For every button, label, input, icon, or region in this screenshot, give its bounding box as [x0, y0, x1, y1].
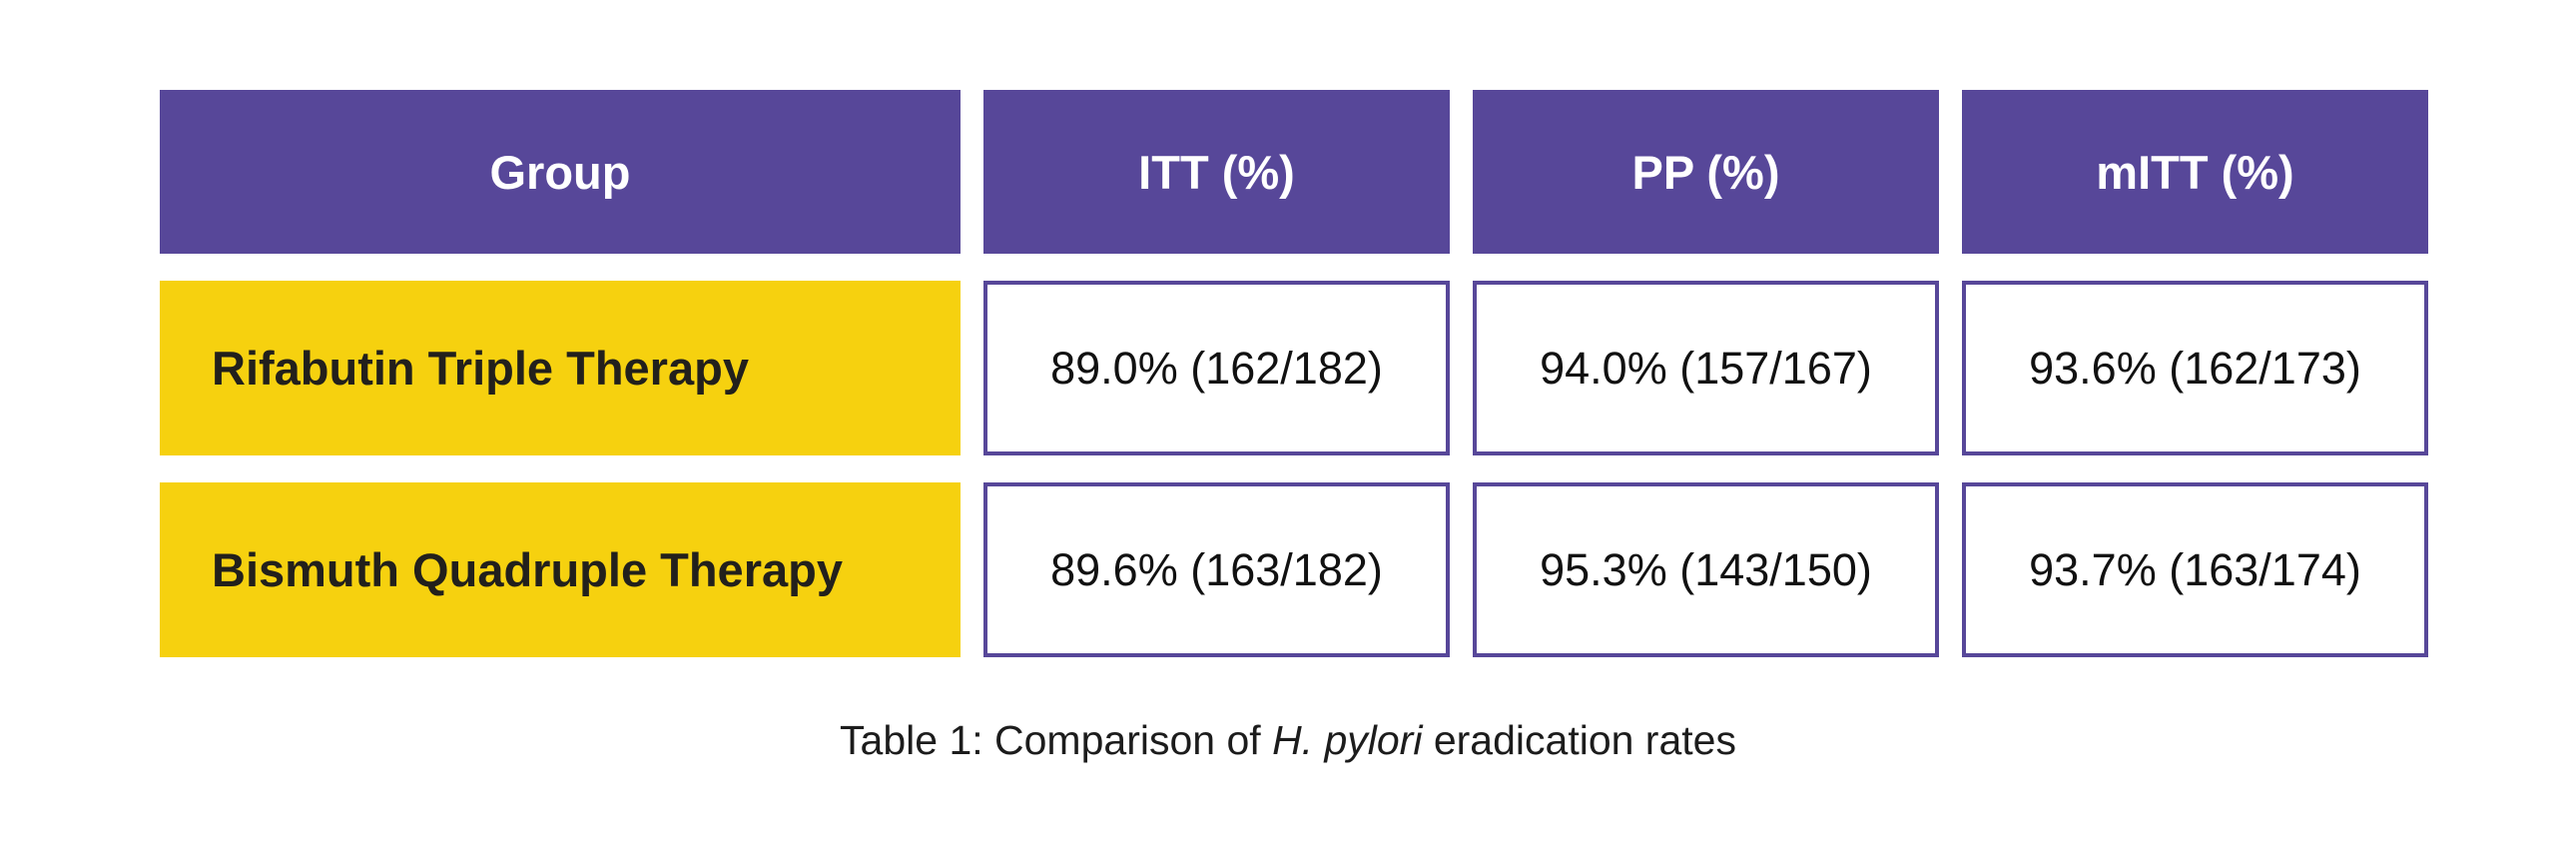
header-group: Group [160, 90, 961, 254]
cell-rifabutin-pp: 94.0% (157/167) [1473, 281, 1939, 455]
table-caption: Table 1: Comparison of H. pylori eradica… [0, 717, 2576, 764]
header-pp: PP (%) [1473, 90, 1939, 254]
header-itt: ITT (%) [983, 90, 1450, 254]
cell-bismuth-itt: 89.6% (163/182) [983, 482, 1450, 657]
cell-rifabutin-mitt: 93.6% (162/173) [1962, 281, 2428, 455]
header-mitt: mITT (%) [1962, 90, 2428, 254]
caption-prefix: Table 1: Comparison of [840, 717, 1261, 763]
caption-suffix: eradication rates [1433, 717, 1736, 763]
cell-bismuth-pp: 95.3% (143/150) [1473, 482, 1939, 657]
caption-italic: H. pylori [1272, 717, 1423, 763]
cell-rifabutin-itt: 89.0% (162/182) [983, 281, 1450, 455]
comparison-table: Group ITT (%) PP (%) mITT (%) Rifabutin … [160, 90, 2428, 657]
row-label-rifabutin: Rifabutin Triple Therapy [160, 281, 961, 455]
cell-bismuth-mitt: 93.7% (163/174) [1962, 482, 2428, 657]
row-label-bismuth: Bismuth Quadruple Therapy [160, 482, 961, 657]
